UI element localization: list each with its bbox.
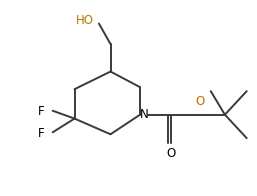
Text: N: N xyxy=(140,108,149,121)
Text: HO: HO xyxy=(76,14,94,27)
Text: F: F xyxy=(38,105,44,118)
Text: O: O xyxy=(196,95,205,108)
Text: O: O xyxy=(166,147,176,160)
Text: F: F xyxy=(38,127,44,140)
